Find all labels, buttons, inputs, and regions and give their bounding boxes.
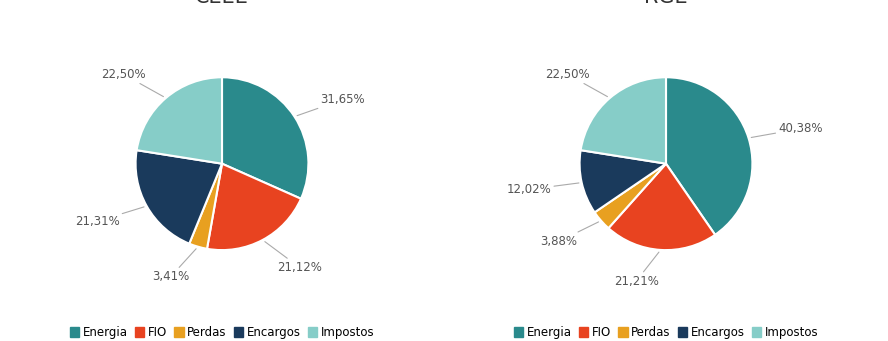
- Text: 21,21%: 21,21%: [614, 252, 659, 287]
- Wedge shape: [222, 77, 308, 199]
- Wedge shape: [207, 164, 301, 250]
- Wedge shape: [136, 150, 222, 244]
- Wedge shape: [580, 150, 666, 212]
- Text: 21,12%: 21,12%: [265, 242, 322, 274]
- Text: 3,88%: 3,88%: [541, 222, 599, 248]
- Wedge shape: [608, 164, 715, 250]
- Text: 21,31%: 21,31%: [75, 207, 144, 228]
- Title: CEEE: CEEE: [195, 0, 249, 6]
- Wedge shape: [189, 164, 222, 249]
- Text: 31,65%: 31,65%: [297, 93, 365, 116]
- Wedge shape: [581, 77, 666, 164]
- Text: 3,41%: 3,41%: [152, 249, 196, 283]
- Text: 22,50%: 22,50%: [101, 68, 163, 97]
- Legend: Energia, FIO, Perdas, Encargos, Impostos: Energia, FIO, Perdas, Encargos, Impostos: [65, 321, 379, 341]
- Wedge shape: [137, 77, 222, 164]
- Legend: Energia, FIO, Perdas, Encargos, Impostos: Energia, FIO, Perdas, Encargos, Impostos: [509, 321, 823, 341]
- Text: 12,02%: 12,02%: [506, 183, 579, 196]
- Title: RGE: RGE: [644, 0, 688, 6]
- Text: 22,50%: 22,50%: [545, 68, 607, 97]
- Text: 40,38%: 40,38%: [751, 122, 823, 137]
- Wedge shape: [595, 164, 666, 228]
- Wedge shape: [666, 77, 752, 235]
